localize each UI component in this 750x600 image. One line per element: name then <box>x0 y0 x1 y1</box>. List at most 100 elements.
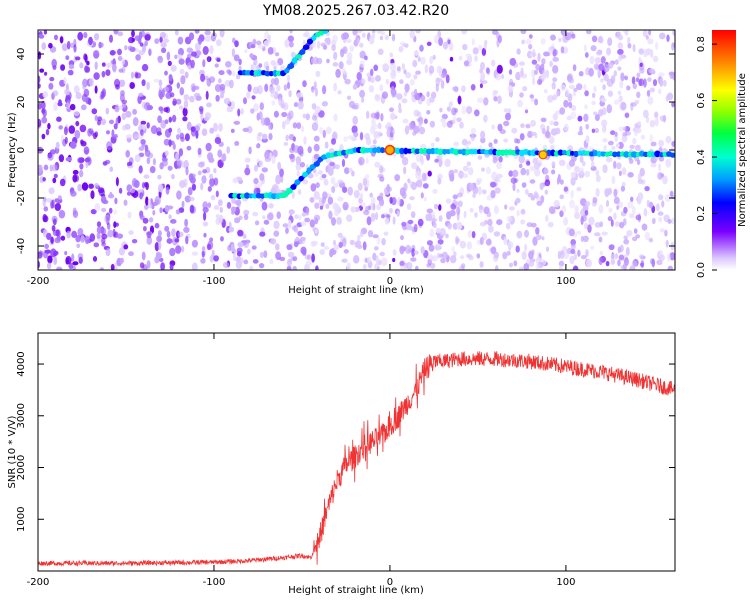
noise-speck <box>52 90 59 97</box>
noise-speck <box>483 206 490 215</box>
main-carrier-dot <box>573 150 579 158</box>
noise-speck <box>654 117 659 127</box>
noise-speck <box>503 236 508 246</box>
noise-speck <box>346 262 351 270</box>
noise-speck <box>415 154 422 163</box>
noise-speck <box>564 32 572 41</box>
noise-speck <box>366 216 372 226</box>
noise-speck <box>431 211 436 219</box>
noise-speck <box>466 161 471 167</box>
noise-speck <box>498 155 503 163</box>
noise-speck <box>576 186 582 192</box>
noise-speck <box>526 222 533 228</box>
noise-speck <box>618 95 623 103</box>
noise-speck <box>353 131 359 138</box>
noise-speck <box>503 108 509 113</box>
snr-series <box>38 351 675 567</box>
noise-speck <box>603 64 610 73</box>
noise-speck <box>617 141 624 149</box>
noise-speck <box>651 217 656 225</box>
main-carrier-dot <box>306 167 312 174</box>
noise-speck <box>259 180 263 187</box>
noise-speck <box>594 127 599 134</box>
noise-speck <box>296 122 302 130</box>
snr-line <box>38 351 675 567</box>
main-carrier-dot <box>643 151 649 157</box>
noise-speck <box>230 206 237 213</box>
noise-speck <box>111 129 115 138</box>
noise-speck <box>114 78 120 88</box>
main-carrier-dot <box>376 146 382 154</box>
noise-speck <box>298 214 302 221</box>
main-carrier-dot <box>452 148 460 156</box>
noise-speck <box>561 30 566 37</box>
noise-speck <box>601 107 607 116</box>
noise-speck <box>405 43 409 48</box>
noise-speck <box>622 126 627 131</box>
noise-speck <box>636 195 642 205</box>
main-carrier-dot <box>286 187 293 194</box>
noise-speck <box>54 237 61 244</box>
noise-speck <box>226 146 230 154</box>
noise-speck <box>429 228 435 238</box>
main-carrier-dot <box>566 150 571 156</box>
noise-speck <box>613 99 620 105</box>
noise-speck <box>540 38 546 45</box>
noise-speck <box>133 180 140 188</box>
noise-speck <box>572 265 579 270</box>
noise-speck <box>279 256 286 262</box>
noise-speck <box>318 196 322 206</box>
noise-speck <box>376 30 383 34</box>
noise-speck <box>613 70 617 77</box>
main-carrier-dot <box>430 147 436 155</box>
noise-speck <box>177 127 181 134</box>
noise-speck <box>600 97 607 103</box>
noise-speck <box>593 63 600 70</box>
noise-speck <box>335 68 341 78</box>
noise-speck <box>481 47 487 56</box>
noise-speck <box>520 219 526 225</box>
noise-speck <box>563 217 569 226</box>
noise-speck <box>570 171 577 179</box>
noise-speck <box>565 88 570 97</box>
noise-speck <box>658 72 665 77</box>
noise-speck <box>203 211 207 221</box>
noise-speck <box>127 211 132 219</box>
main-carrier-dot <box>593 149 598 157</box>
noise-speck <box>164 150 169 157</box>
noise-speck <box>157 241 162 250</box>
noise-speck <box>147 198 151 205</box>
noise-speck <box>414 250 419 255</box>
noise-speck <box>616 162 622 170</box>
noise-speck <box>257 85 263 95</box>
upper-line-dot <box>302 44 310 50</box>
noise-speck <box>161 47 167 54</box>
noise-speck <box>361 32 366 38</box>
noise-speck <box>360 192 364 200</box>
noise-speck <box>202 46 209 55</box>
main-carrier-dot <box>570 150 575 156</box>
noise-speck <box>623 235 628 240</box>
noise-speck <box>577 115 583 122</box>
noise-speck <box>139 42 144 47</box>
noise-speck <box>209 173 214 180</box>
noise-speck <box>591 128 596 133</box>
noise-speck <box>412 59 418 68</box>
noise-speck <box>140 139 146 145</box>
noise-speck <box>238 58 242 65</box>
noise-speck <box>529 179 536 184</box>
noise-speck <box>141 79 146 87</box>
noise-speck <box>234 40 239 48</box>
noise-speck <box>344 78 351 85</box>
noise-speck <box>252 211 259 217</box>
noise-speck <box>520 123 525 129</box>
noise-speck <box>127 162 130 167</box>
noise-speck <box>568 101 573 109</box>
noise-speck <box>671 101 675 108</box>
noise-speck <box>68 262 74 270</box>
noise-speck <box>570 111 577 120</box>
noise-speck <box>255 144 260 149</box>
noise-speck <box>613 160 617 169</box>
noise-speck <box>129 82 135 89</box>
